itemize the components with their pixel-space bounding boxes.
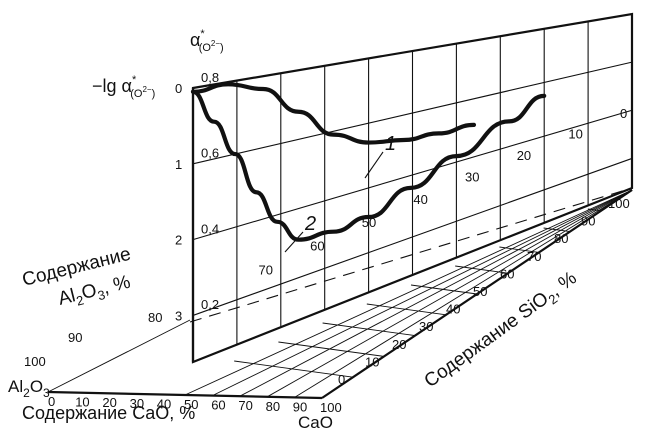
sio2-tick-label: 90 (581, 214, 595, 229)
sio2-tick-label: 60 (500, 266, 514, 281)
sio2-tick-label: 0 (338, 372, 345, 387)
series-1-label: 1 (385, 133, 396, 155)
plane-horizontal-gridline (192, 61, 633, 165)
floor-crossline (455, 265, 509, 274)
cao-tick-label: 40 (157, 396, 171, 411)
floor-crossline (410, 284, 478, 295)
cao-tick-label: 70 (238, 398, 252, 413)
al2o3-tick-label: 100 (24, 354, 46, 369)
plane-horizontal-gridline (192, 157, 633, 316)
floor-ray (184, 189, 633, 396)
curves (190, 82, 547, 253)
cao-tick-label: 0 (48, 394, 55, 409)
series-2-leader (284, 231, 304, 253)
left-axis-tick-label: 0 (175, 81, 182, 96)
cao-tick-label: 30 (130, 396, 144, 411)
series-2-line (190, 89, 547, 242)
al2o3-tick-label: 90 (68, 330, 82, 345)
floor-crossline (278, 341, 385, 357)
sio2-tick-label: 30 (419, 319, 433, 334)
back-plane-tick-label: 20 (517, 148, 531, 163)
cao-tick-label: 80 (266, 399, 280, 414)
cao-tick-label: 60 (211, 398, 225, 413)
al2o3-axis-line (47, 319, 191, 393)
floor-ray (212, 189, 633, 397)
left-axis-tick-label: 2 (175, 233, 182, 248)
series-1-leader (364, 151, 384, 179)
cao-tick-label: 20 (102, 395, 116, 410)
floor-ray (294, 189, 633, 398)
top-axis-tick-label: 0,8 (201, 70, 219, 85)
sio2-axis-title: Содержание SiO2, % (421, 268, 583, 395)
plane-horizontal-gridline (192, 109, 633, 241)
floor-crossline (499, 246, 540, 253)
sio2-tick-label: 80 (554, 231, 568, 246)
top-axis-tick-label: 0,4 (201, 221, 219, 236)
cao-tick-label: 50 (184, 397, 198, 412)
top-axis-tick-label: 0,2 (201, 297, 219, 312)
back-plane-tick-label: 40 (413, 192, 427, 207)
floor-ray (266, 189, 633, 398)
floor-crossline (322, 322, 416, 337)
sio2-tick-label: 40 (446, 302, 460, 317)
sio2-tick-label: 50 (473, 284, 487, 299)
back-plane-grid (191, 12, 634, 364)
left-axis-tick-label: 3 (175, 308, 182, 323)
sio2-tick-label: 70 (527, 249, 541, 264)
floor-crossline (587, 208, 602, 212)
back-plane-tick-label: 30 (465, 170, 479, 185)
series-1-line (190, 82, 477, 145)
back-plane-tick-label: 60 (310, 239, 324, 254)
series-2-label: 2 (304, 213, 316, 235)
floor-crossline (366, 303, 447, 316)
dashed-baseline (189, 187, 633, 323)
cao-tick-label: 100 (320, 400, 342, 415)
cao-tick-label: 90 (293, 399, 307, 414)
floor-crossline (543, 227, 571, 233)
left-axis-title: −lg α* (O2−) (92, 74, 155, 100)
left-axis-tick-label: 1 (175, 157, 182, 172)
floor-crossline (234, 360, 354, 378)
back-plane-tick-label: 70 (258, 263, 272, 278)
back-plane-tick-label: 0 (620, 106, 627, 121)
al2o3-tick-label: 80 (148, 310, 162, 325)
top-axis-tick-label: 0,6 (201, 146, 219, 161)
back-plane-tick-label: 10 (568, 127, 582, 142)
cao-tick-label: 10 (75, 395, 89, 410)
floor-grid (47, 187, 633, 400)
sio2-tick-label: 10 (365, 354, 379, 369)
sio2-tick-label: 100 (608, 196, 630, 211)
top-axis-title: α* (O2−) (190, 28, 224, 54)
sio2-tick-label: 20 (392, 337, 406, 352)
cao-axis-title: Содержание CaO, % (22, 403, 195, 423)
cao-axis-end-label: CaO (298, 413, 333, 429)
al2o3-axis-end-label: Al2O3 (8, 377, 50, 400)
floor-ray (239, 189, 633, 397)
